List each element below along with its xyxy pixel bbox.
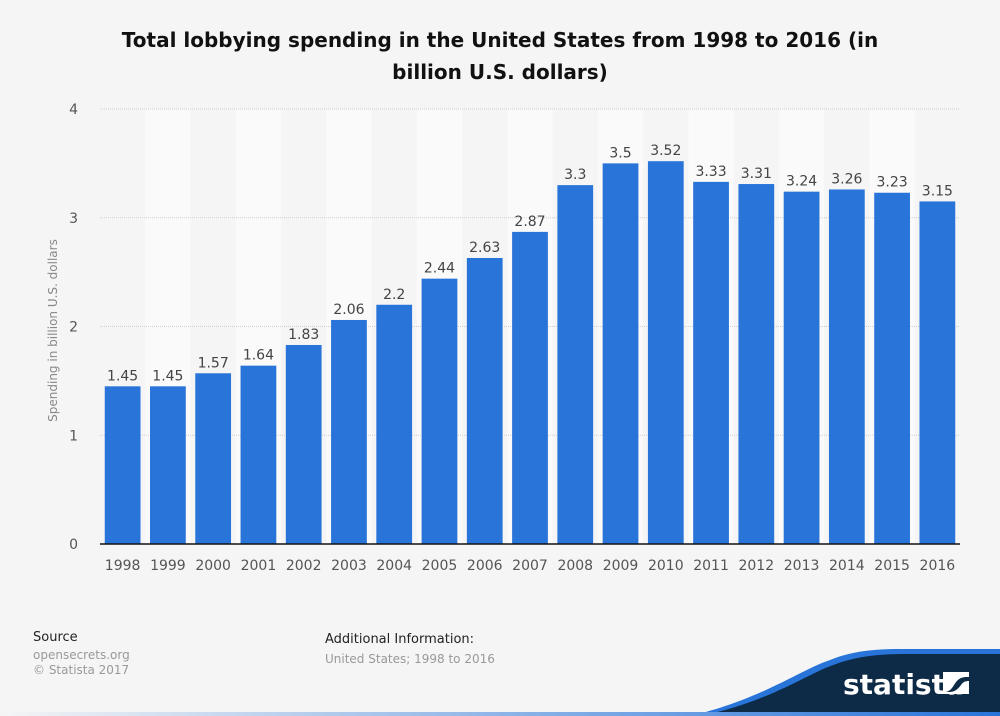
additional-info-text: United States; 1998 to 2016 — [325, 652, 495, 666]
source-heading: Source — [33, 630, 78, 645]
x-tick-label: 2006 — [467, 558, 503, 574]
bar-2011[interactable] — [693, 181, 729, 545]
bar-2003[interactable] — [331, 319, 367, 544]
logo-background — [700, 654, 1000, 716]
chart-title: Total lobbying spending in the United St… — [60, 24, 940, 88]
bar-2004[interactable] — [376, 304, 413, 544]
x-tick-label: 2011 — [693, 558, 729, 574]
source-link[interactable]: opensecrets.org — [33, 648, 130, 662]
x-tick-label: 2015 — [874, 558, 910, 574]
x-tick-label: 2016 — [920, 558, 956, 574]
y-tick-label: 2 — [69, 320, 78, 336]
bar-2001[interactable] — [240, 365, 277, 544]
bar-chart: 1.45 1.45 1.57 1.64 1.83 2.06 2.2 2.44 2.63 2.87 3… — [46, 102, 960, 574]
additional-info-heading: Additional Information: — [325, 632, 475, 647]
value-label: 2.44 — [424, 261, 455, 277]
bar-2010[interactable] — [647, 161, 684, 544]
x-tick-label: 2013 — [784, 558, 820, 574]
statista-logo-icon — [943, 672, 969, 694]
value-label: 1.45 — [107, 368, 138, 384]
bar-2008[interactable] — [557, 185, 594, 544]
x-tick-labels: 1998 1999 2000 2001 2002 2003 2004 2005 2006 2007… — [105, 558, 955, 574]
x-tick-label: 2014 — [829, 558, 865, 574]
bars — [104, 161, 956, 545]
y-axis-title: Spending in billion U.S. dollars — [46, 239, 60, 422]
x-tick-label: 2007 — [512, 558, 548, 574]
value-labels: 1.45 1.45 1.57 1.64 1.83 2.06 2.2 2.44 2.63 2.87 3… — [107, 143, 953, 384]
y-tick-label: 0 — [69, 537, 78, 553]
value-label: 3.31 — [741, 166, 772, 182]
value-label: 1.64 — [243, 348, 274, 364]
x-tick-label: 2012 — [738, 558, 774, 574]
value-label: 3.33 — [695, 164, 726, 180]
x-tick-label: 1998 — [105, 558, 141, 574]
x-tick-label: 2008 — [557, 558, 593, 574]
value-label: 3.52 — [650, 143, 681, 159]
bar-2015[interactable] — [874, 192, 910, 545]
value-label: 3.24 — [786, 174, 817, 190]
x-tick-label: 2004 — [376, 558, 412, 574]
value-label: 1.57 — [198, 355, 229, 371]
value-label: 3.3 — [564, 167, 586, 183]
x-tick-label: 1999 — [150, 558, 186, 574]
bar-2000[interactable] — [195, 373, 232, 544]
value-label: 2.06 — [333, 302, 364, 318]
value-label: 3.15 — [922, 183, 953, 199]
chart-title-line1: Total lobbying spending in the United St… — [121, 28, 879, 52]
y-tick-labels: 0 1 2 3 4 — [69, 102, 78, 553]
y-tick-label: 3 — [69, 211, 78, 227]
bar-1999[interactable] — [150, 386, 186, 544]
x-tick-label: 2003 — [331, 558, 367, 574]
x-tick-label: 2002 — [286, 558, 322, 574]
value-label: 2.63 — [469, 240, 500, 256]
bar-2014[interactable] — [828, 189, 865, 544]
bar-2002[interactable] — [285, 344, 322, 544]
value-label: 3.26 — [831, 171, 862, 187]
bar-2016[interactable] — [919, 201, 956, 544]
x-tick-label: 2000 — [195, 558, 231, 574]
value-label: 3.5 — [609, 145, 631, 161]
x-tick-label: 2005 — [422, 558, 458, 574]
bar-2005[interactable] — [421, 278, 458, 544]
value-label: 2.2 — [383, 287, 405, 303]
y-tick-label: 4 — [69, 102, 78, 118]
bottom-accent-bar — [0, 712, 1000, 716]
bar-2012[interactable] — [738, 184, 775, 544]
x-tick-label: 2001 — [241, 558, 277, 574]
bar-2009[interactable] — [602, 163, 639, 544]
value-label: 1.45 — [152, 368, 183, 384]
value-label: 1.83 — [288, 327, 319, 343]
value-label: 3.23 — [877, 175, 908, 191]
bar-2007[interactable] — [512, 231, 548, 544]
x-tick-label: 2010 — [648, 558, 684, 574]
bar-2013[interactable] — [783, 191, 820, 544]
copyright: © Statista 2017 — [33, 663, 130, 677]
chart-title-line2: billion U.S. dollars) — [392, 60, 608, 84]
y-tick-label: 1 — [69, 428, 78, 444]
bar-1998[interactable] — [104, 386, 141, 544]
bar-2006[interactable] — [466, 257, 503, 544]
x-tick-label: 2009 — [603, 558, 639, 574]
value-label: 2.87 — [514, 214, 545, 230]
